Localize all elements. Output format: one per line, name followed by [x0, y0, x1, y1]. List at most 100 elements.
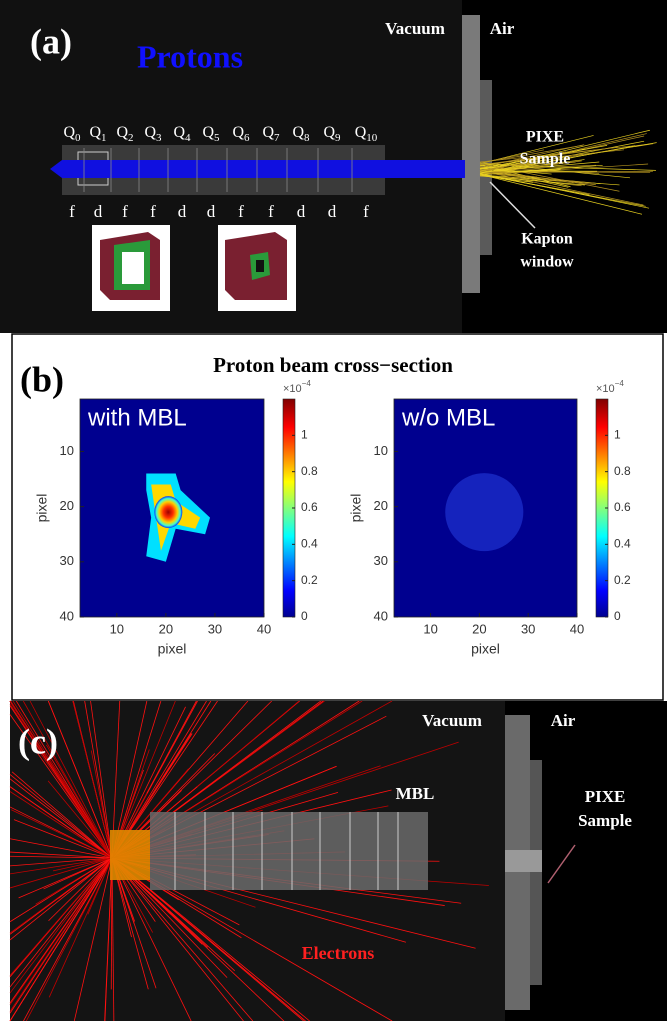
mbl-label: MBL — [396, 784, 435, 803]
quad-index: 8 — [304, 132, 310, 144]
track — [52, 857, 113, 872]
colorbar-tick-label: 0 — [614, 609, 621, 623]
y-tick-label: 20 — [374, 498, 388, 513]
exponent: −4 — [302, 379, 312, 388]
y-tick-label: 30 — [374, 553, 388, 568]
track — [9, 857, 113, 1012]
track — [111, 857, 254, 1021]
quad-name: Q — [292, 124, 304, 141]
x-tick-label: 10 — [423, 621, 437, 636]
plot-label: w/o MBL — [401, 404, 495, 431]
track — [9, 857, 113, 988]
track — [9, 791, 113, 859]
quad-type: f — [268, 202, 274, 221]
track — [84, 700, 113, 859]
track — [11, 809, 113, 859]
colorbar-tick-label: 0.4 — [614, 537, 631, 551]
multiplier: ×10 — [596, 383, 615, 395]
colorbar-tick-label: 1 — [301, 428, 308, 442]
inset-quad-1 — [92, 225, 170, 311]
track — [111, 857, 115, 1021]
quad-name: Q — [323, 124, 335, 141]
x-tick-label: 40 — [570, 621, 584, 636]
x-tick-label: 10 — [110, 621, 124, 636]
quad-name: Q — [262, 124, 274, 141]
protons-label: Protons — [137, 38, 243, 74]
track — [479, 144, 583, 164]
quad-label: Q7 — [262, 124, 280, 144]
track — [48, 700, 113, 859]
track — [9, 857, 113, 889]
quad-label: Q5 — [202, 124, 220, 144]
x-axis-label: pixel — [158, 641, 187, 657]
air-label: Air — [551, 711, 576, 730]
y-axis-label: pixel — [34, 494, 50, 523]
quad-index: 1 — [101, 132, 107, 144]
track — [111, 857, 192, 1021]
inset-aperture — [256, 260, 264, 272]
y-tick-label: 10 — [60, 443, 74, 458]
quad-name: Q — [202, 124, 214, 141]
track — [479, 174, 643, 215]
colorbar-tick-label: 1 — [614, 428, 621, 442]
window-label: Kapton — [521, 231, 573, 248]
quad-label: Q0 — [63, 124, 81, 144]
track — [9, 857, 113, 935]
track — [18, 857, 113, 899]
quad-label: Q2 — [116, 124, 133, 144]
axes-frame — [393, 398, 578, 618]
colorbar-tick-label: 0.2 — [614, 573, 631, 587]
panel-label: (a) — [30, 21, 72, 61]
track — [72, 700, 113, 859]
inset-aperture — [122, 252, 144, 284]
track — [9, 857, 113, 867]
track — [111, 857, 244, 1021]
plot-label: with MBL — [87, 404, 187, 431]
track — [9, 714, 113, 859]
colorbar-tick-label: 0.2 — [301, 573, 318, 587]
x-tick-label: 20 — [159, 621, 173, 636]
quad-index: 0 — [75, 132, 81, 144]
track — [9, 786, 113, 859]
colorbar-multiplier: ×10−4 — [596, 379, 624, 395]
track — [23, 857, 113, 1021]
quad-label: Q9 — [323, 124, 341, 144]
axes-frame — [79, 398, 265, 618]
x-tick-label: 40 — [257, 621, 271, 636]
quad-label: Q8 — [292, 124, 310, 144]
track — [104, 857, 113, 1021]
quad-name: Q — [173, 124, 185, 141]
track — [479, 144, 585, 168]
quad-label: Q6 — [232, 124, 250, 144]
quad-type: f — [150, 202, 156, 221]
quad-name: Q — [355, 124, 367, 141]
x-tick-label: 30 — [521, 621, 535, 636]
mbl-segments — [174, 812, 399, 890]
colorbar-tick-label: 0 — [301, 609, 308, 623]
track — [9, 774, 113, 859]
x-axis-label: pixel — [471, 641, 500, 657]
track — [479, 170, 653, 174]
mbl-entrance — [110, 830, 150, 880]
quad-index: 2 — [128, 132, 134, 144]
track — [479, 159, 546, 170]
detector-step — [530, 760, 542, 985]
track — [48, 857, 113, 998]
x-tick-label: 20 — [472, 621, 486, 636]
colorbar-tick-label: 0.8 — [614, 464, 631, 478]
track — [90, 700, 113, 859]
track — [9, 855, 113, 859]
panel-title: Proton beam cross−section — [213, 353, 453, 377]
detector-slab — [462, 15, 480, 293]
colorbar-tick-label: 0.4 — [301, 537, 318, 551]
quad-label: Q3 — [144, 124, 162, 144]
panel-label: (b) — [20, 359, 64, 399]
track — [479, 163, 620, 192]
air-label: Air — [490, 19, 515, 38]
panel-label: (c) — [18, 721, 58, 761]
track — [29, 700, 113, 859]
proton-beam — [62, 160, 465, 178]
track — [48, 857, 113, 922]
quad-label: Q10 — [355, 124, 378, 144]
